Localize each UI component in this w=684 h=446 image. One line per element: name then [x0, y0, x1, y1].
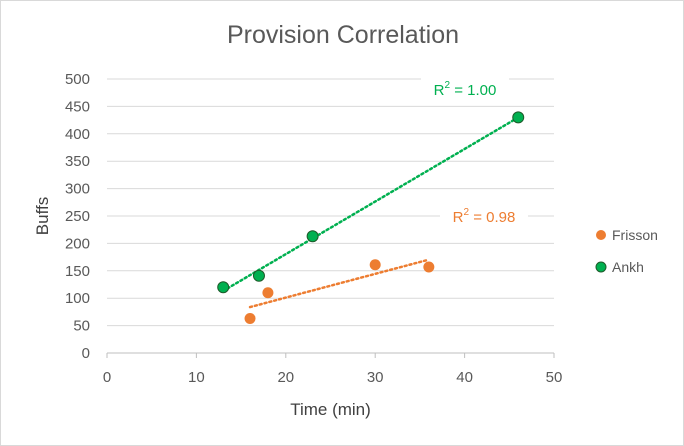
x-tick-label: 30: [367, 369, 384, 386]
data-point-frisson: [423, 261, 435, 273]
trendline-ankh: [221, 116, 520, 293]
y-tick-label: 500: [65, 71, 90, 88]
x-tick-label: 40: [456, 369, 473, 386]
x-tick-label: 10: [188, 369, 205, 386]
chart-title: Provision Correlation: [227, 21, 459, 49]
x-tick-label: 50: [546, 369, 563, 386]
data-point-ankh: [252, 269, 265, 282]
legend: Frisson Ankh: [595, 227, 658, 275]
x-tick-label: 20: [277, 369, 294, 386]
data-point-ankh: [512, 111, 525, 124]
y-tick-label: 450: [65, 98, 90, 115]
r2-label-frisson: R2 = 0.98: [453, 207, 516, 226]
y-tick-label: 150: [65, 263, 90, 280]
y-tick-label: 0: [82, 345, 90, 362]
trendline-labels: R2 = 0.98 R2 = 1.00: [421, 78, 528, 229]
trendline-frisson: [248, 258, 431, 309]
r2-label-bg: [440, 205, 528, 229]
x-axis-title: Time (min): [290, 400, 371, 419]
data-point-frisson: [369, 259, 381, 271]
y-tick-label: 350: [65, 153, 90, 170]
axes: 0 50 100 150 200 250 300 350 400 450 500 0 10 20 30 40 5…: [65, 71, 562, 386]
gridlines: [107, 78, 554, 327]
data-point-ankh: [306, 230, 319, 243]
r2-label-ankh: R2 = 1.00: [434, 80, 497, 99]
y-tick-label: 200: [65, 235, 90, 252]
trendlines: [221, 116, 520, 309]
y-tick-label: 250: [65, 208, 90, 225]
data-point-frisson: [244, 312, 256, 324]
y-axis-title: Buffs: [33, 197, 52, 235]
y-tick-label: 400: [65, 126, 90, 143]
data-points: [217, 111, 525, 324]
legend-marker-frisson: [596, 230, 606, 240]
x-tick-label: 0: [103, 369, 111, 386]
y-tick-label: 100: [65, 290, 90, 307]
legend-label-frisson: Frisson: [612, 227, 658, 243]
data-point-ankh: [217, 281, 230, 294]
r2-label-bg: [421, 78, 509, 102]
y-tick-label: 300: [65, 181, 90, 198]
data-point-frisson: [262, 287, 274, 299]
legend-marker-ankh: [595, 261, 607, 273]
y-tick-label: 50: [73, 318, 90, 335]
legend-label-ankh: Ankh: [612, 259, 644, 275]
